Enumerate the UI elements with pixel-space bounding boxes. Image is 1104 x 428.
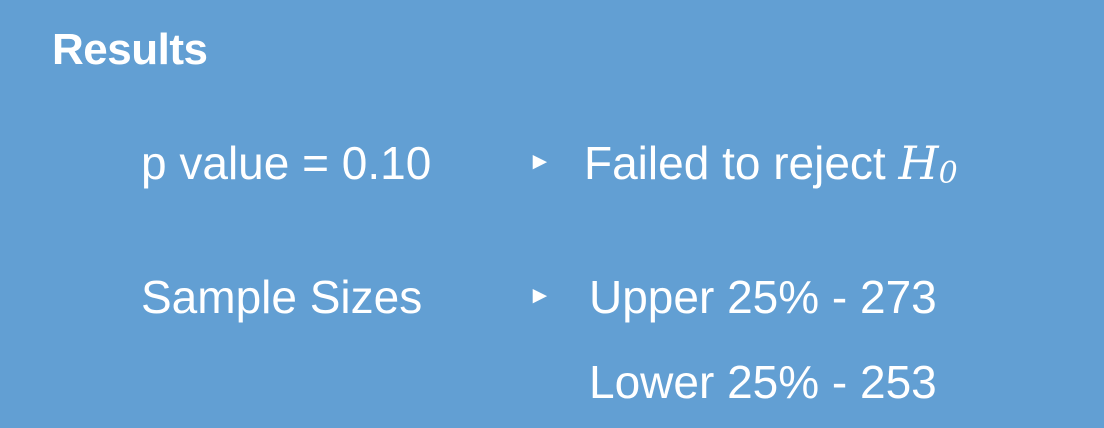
- upper-sample-size: Upper 25% - 273: [589, 271, 937, 323]
- sample-sizes-label: Sample Sizes: [141, 271, 423, 323]
- null-hypothesis-symbol: H0: [898, 136, 958, 191]
- slide-title: Results: [52, 25, 208, 74]
- lower-sample-size: Lower 25% - 253: [589, 356, 937, 408]
- p-value-label: p value = 0.10: [141, 137, 432, 189]
- p-value-result: Failed to reject H0: [584, 136, 958, 201]
- triangle-right-icon: ►: [528, 282, 552, 309]
- p-value-result-text: Failed to reject: [584, 137, 886, 189]
- null-hypothesis-subscript: 0: [938, 156, 958, 191]
- null-hypothesis-variable: H: [898, 136, 939, 190]
- triangle-right-icon: ►: [528, 148, 552, 175]
